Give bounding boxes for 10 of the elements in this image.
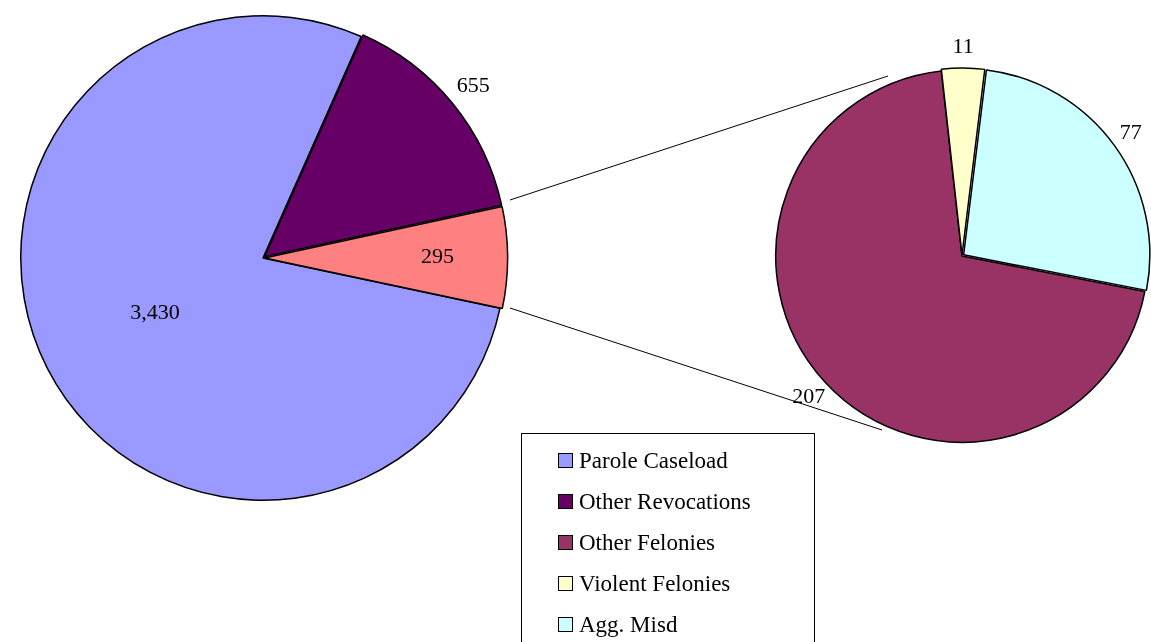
- data-label: 77: [1119, 119, 1142, 145]
- legend-label: Other Felonies: [579, 529, 716, 556]
- data-label: 655: [456, 72, 490, 98]
- data-label: 11: [952, 33, 974, 59]
- legend-label: Violent Felonies: [579, 570, 731, 597]
- data-label: 3,430: [130, 298, 180, 324]
- legend-label: Other Revocations: [579, 488, 751, 515]
- legend-label: Agg. Misd: [579, 611, 678, 638]
- data-label: 295: [420, 243, 454, 269]
- legend-label: Parole Caseload: [579, 447, 728, 474]
